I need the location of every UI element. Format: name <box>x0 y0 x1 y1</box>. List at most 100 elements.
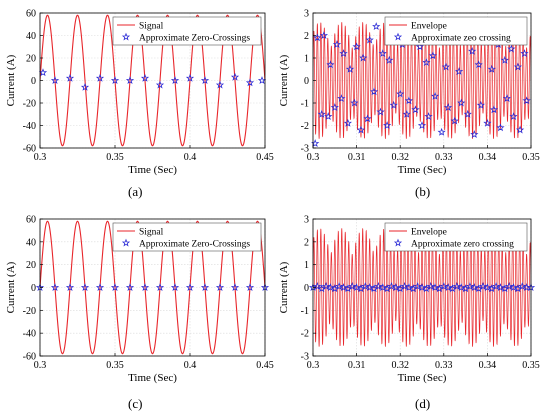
zero-crossing-marker <box>65 283 75 292</box>
zero-crossing-marker <box>317 109 326 118</box>
zero-crossing-marker <box>50 76 60 85</box>
zero-crossing-marker <box>474 60 483 69</box>
x-tick-label: 0.35 <box>106 360 124 371</box>
zero-crossing-marker <box>95 283 105 292</box>
x-tick-label: 0.35 <box>522 360 540 371</box>
zero-crossing-marker <box>413 282 422 290</box>
panel-label-b: (b) <box>415 184 431 199</box>
zero-crossing-marker <box>389 100 398 109</box>
y-tick-label: 40 <box>26 237 36 248</box>
x-tick-label: 0.3 <box>34 360 47 371</box>
zero-crossing-marker <box>509 283 518 292</box>
zero-crossing-marker <box>457 98 466 107</box>
zero-crossing-marker <box>65 73 75 82</box>
chart-panel-b: 0.3 0.31 0.32 0.33 0.34 0.35 -3 -2 -1 0 1 2 3 Time (S… <box>278 9 540 177</box>
x-tick-label: 0.35 <box>106 152 124 163</box>
y-tick-label: 0 <box>31 76 36 87</box>
zero-crossing-marker <box>470 130 479 139</box>
zero-crossing-marker <box>321 282 331 290</box>
zero-crossing-marker <box>326 283 335 292</box>
zero-crossing-marker <box>422 284 431 293</box>
zero-crossing-marker <box>140 283 150 292</box>
zero-crossing-marker <box>365 35 374 44</box>
zero-crossing-marker <box>337 94 346 103</box>
y-axis-label: Current (A) <box>278 54 290 106</box>
zero-crossing-marker <box>522 96 531 105</box>
x-tick-label: 0.31 <box>348 360 366 371</box>
series-line-signal <box>40 14 265 147</box>
zero-crossing-marker <box>430 91 440 100</box>
y-tick-label: -20 <box>23 306 36 317</box>
zero-crossing-marker <box>404 96 414 105</box>
zero-crossing-marker <box>140 73 150 82</box>
y-tick-label: 0 <box>304 283 309 294</box>
zero-crossing-marker <box>385 55 394 64</box>
zero-crossing-marker <box>463 109 472 118</box>
x-axis-label: Time (Sec) <box>398 372 447 384</box>
legend-box <box>112 16 262 46</box>
zero-crossing-marker <box>80 82 90 91</box>
zero-crossing-marker <box>80 283 90 292</box>
zero-crossing-marker <box>402 109 411 118</box>
zero-crossing-marker <box>422 58 431 67</box>
zero-crossing-marker <box>520 49 529 58</box>
zero-crossing-marker <box>409 284 418 293</box>
legend-entry: Signal <box>139 22 164 32</box>
zero-crossing-marker <box>430 283 440 292</box>
y-tick-label: 0 <box>31 283 36 294</box>
zero-crossing-marker <box>396 89 405 98</box>
x-tick-label: 0.34 <box>479 152 497 163</box>
legend-marker-icon <box>121 238 131 247</box>
x-axis-label: Time (Sec) <box>128 164 177 176</box>
zero-crossing-marker <box>507 44 516 53</box>
zero-crossing-marker <box>476 100 485 109</box>
chart-panel-a: 0.3 0.35 0.4 0.45 -60 -40 -20 0 20 40 60 Time (Sec)… <box>5 9 274 177</box>
zero-crossing-marker <box>361 282 370 290</box>
zero-crossing-marker <box>487 64 496 73</box>
panel-label-c: (c) <box>128 396 143 411</box>
zero-crossing-marker <box>356 125 366 134</box>
y-tick-label: 40 <box>26 31 36 42</box>
zero-crossing-marker <box>335 282 344 290</box>
y-tick-label: 20 <box>26 260 36 271</box>
y-tick-label: -3 <box>301 352 309 363</box>
legend-entry: Envelope <box>411 22 447 32</box>
zero-crossing-marker <box>326 60 335 69</box>
x-tick-label: 0.35 <box>522 152 540 163</box>
zero-crossing-marker <box>491 282 501 290</box>
panel-label-a: (a) <box>128 184 143 199</box>
zero-crossing-marker <box>448 284 457 293</box>
zero-crossing-marker <box>391 283 400 292</box>
zero-crossing-marker <box>313 282 322 290</box>
y-tick-label: -1 <box>301 306 309 317</box>
zero-crossing-marker <box>352 42 361 51</box>
zero-crossing-marker <box>365 283 374 292</box>
legend-box <box>384 222 528 252</box>
zero-crossing-marker <box>415 42 424 51</box>
zero-crossing-marker <box>38 68 48 77</box>
zero-crossing-marker <box>396 284 405 293</box>
y-tick-label: 1 <box>304 54 309 65</box>
zero-crossing-marker <box>454 67 464 76</box>
zero-crossing-marker <box>457 283 466 292</box>
chart-panel-d: 0.3 0.31 0.32 0.33 0.34 0.35 -3 -2 -1 0 1 2 3 Time (S… <box>278 215 540 385</box>
x-tick-label: 0.33 <box>435 152 453 163</box>
y-tick-label: 0 <box>304 76 309 87</box>
y-tick-label: 60 <box>26 215 36 226</box>
zero-crossing-marker <box>359 53 368 62</box>
x-axis-label: Time (Sec) <box>128 372 177 384</box>
zero-crossing-marker <box>245 78 255 87</box>
zero-crossing-marker <box>487 284 496 293</box>
y-tick-label: -40 <box>23 121 36 132</box>
zero-crossing-marker <box>515 125 525 134</box>
zero-crossing-marker <box>125 76 135 85</box>
zero-crossing-marker <box>468 46 477 55</box>
legend-marker-icon <box>393 238 403 247</box>
legend-entry: Approximate Zero-Crossings <box>139 240 250 250</box>
zero-crossing-marker <box>444 103 453 112</box>
zero-crossing-marker <box>95 73 105 82</box>
zero-crossing-marker <box>505 282 514 290</box>
y-tick-label: 20 <box>26 54 36 65</box>
